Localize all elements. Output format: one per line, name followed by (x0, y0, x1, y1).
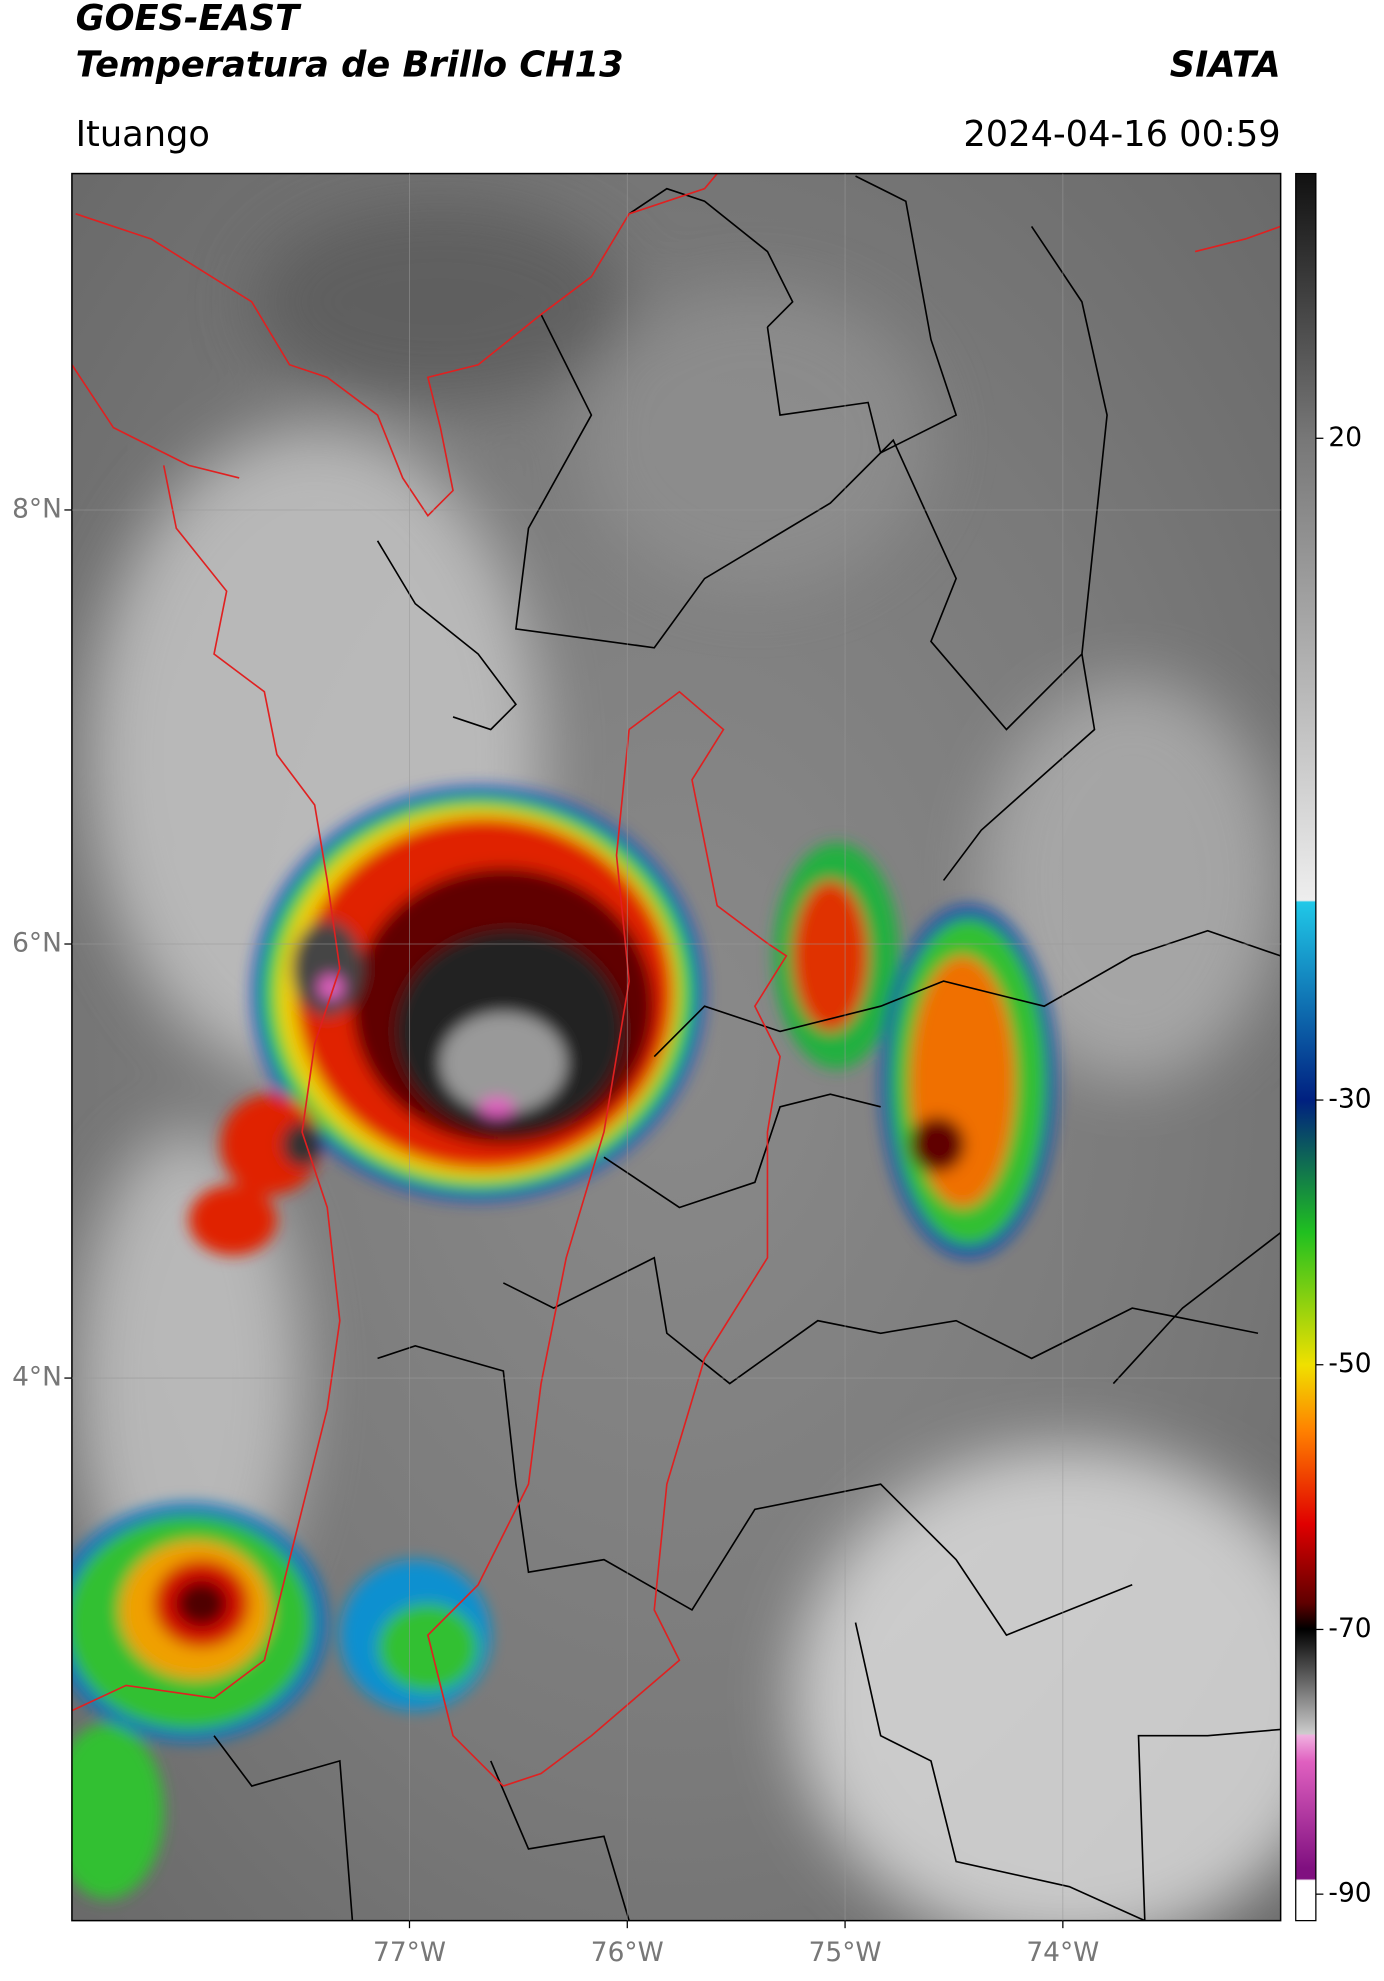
y-tick-label: 4°N (12, 1362, 62, 1393)
x-tick-label: 75°W (809, 1937, 882, 1968)
location: Ituango (76, 114, 210, 155)
colorbar-tick-label: -70 (1328, 1613, 1371, 1644)
x-tick-label: 76°W (591, 1937, 664, 1968)
colorbar-tick-label: -30 (1328, 1084, 1371, 1115)
y-tick-label: 6°N (12, 928, 62, 959)
source: SIATA (1170, 45, 1281, 86)
x-tick-label: 77°W (373, 1937, 446, 1968)
satellite-image (71, 173, 1281, 1921)
datetime: 2024-04-16 00:59 (963, 114, 1280, 155)
y-tick-label: 8°N (12, 493, 62, 524)
colorbar-tick-label: 20 (1328, 422, 1362, 453)
x-tick-label: 74°W (1026, 1937, 1099, 1968)
map-frame (71, 172, 1282, 1922)
graticule (64, 173, 1281, 1929)
colorbar-tick-label: -90 (1328, 1878, 1371, 1909)
colorbar (1295, 172, 1317, 1922)
subtitle: Temperatura de Brillo CH13 (76, 45, 624, 86)
title: GOES-EAST (76, 0, 302, 39)
colorbar-tick-label: -50 (1328, 1348, 1371, 1379)
